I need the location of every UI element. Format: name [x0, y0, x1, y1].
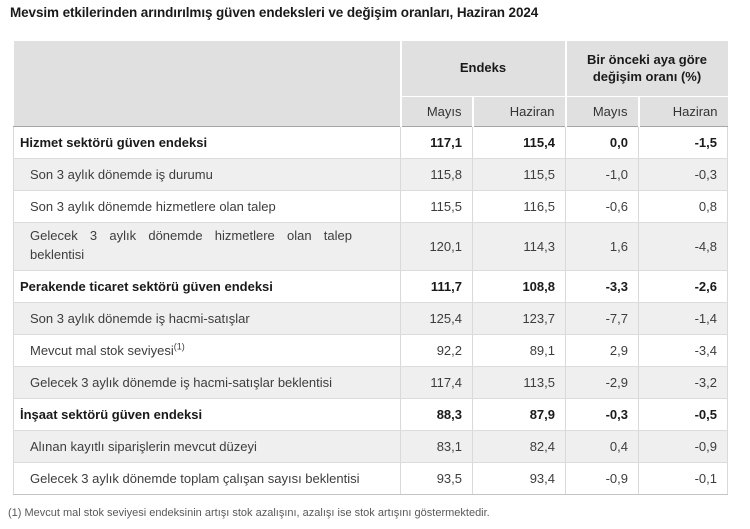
table-row-demand-services: Son 3 aylık dönemde hizmetlere olan tale…: [13, 190, 728, 223]
cell-value: -2,6: [638, 269, 728, 303]
table-row-demand-expectation: Gelecek 3 aylık dönemde hizmetlere olan …: [13, 222, 728, 271]
table-row-sales-expectation: Gelecek 3 aylık dönemde iş hacmi-satışla…: [13, 366, 728, 399]
page-title: Mevsim etkilerinden arındırılmış güven e…: [10, 5, 539, 20]
footnote-marker: (1): [173, 341, 185, 352]
cell-value: -7,7: [565, 302, 639, 335]
cell-value: 117,4: [400, 366, 473, 399]
header-group-endeks: Endeks: [399, 41, 566, 97]
header-change-haziran: Haziran: [637, 96, 728, 127]
table-row-employment-expectation: Gelecek 3 aylık dönemde toplam çalışan s…: [13, 462, 728, 495]
cell-value: -0,9: [565, 462, 639, 495]
row-label: Gelecek 3 aylık dönemde hizmetlere olan …: [13, 222, 401, 271]
cell-value: 120,1: [400, 222, 473, 271]
cell-value: 1,6: [565, 222, 639, 271]
cell-value: -2,9: [565, 366, 639, 399]
cell-value: -0,3: [638, 158, 728, 191]
confidence-index-table: Endeks Bir önceki aya göre değişim oranı…: [13, 41, 728, 495]
table-row-services-index: Hizmet sektörü güven endeksi 117,1 115,4…: [13, 126, 728, 159]
cell-value: -0,6: [565, 190, 639, 223]
cell-value: 115,8: [400, 158, 473, 191]
cell-value: 123,7: [472, 302, 566, 335]
table-body: Hizmet sektörü güven endeksi 117,1 115,4…: [13, 126, 728, 495]
cell-value: -1,0: [565, 158, 639, 191]
row-label-text: Mevcut mal stok seviyesi: [30, 342, 174, 358]
table-row-stock-level: Mevcut mal stok seviyesi(1) 92,2 89,1 2,…: [13, 334, 728, 367]
cell-value: 0,8: [638, 190, 728, 223]
cell-value: 88,3: [400, 397, 473, 431]
cell-value: -1,4: [638, 302, 728, 335]
row-label: Son 3 aylık dönemde iş hacmi-satışlar: [13, 302, 401, 335]
cell-value: -0,1: [638, 462, 728, 495]
header-group-change-rate: Bir önceki aya göre değişim oranı (%): [564, 41, 728, 97]
cell-value: 93,4: [472, 462, 566, 495]
cell-value: 116,5: [472, 190, 566, 223]
cell-value: 113,5: [472, 366, 566, 399]
header-corner-cell: [13, 41, 401, 127]
cell-value: 111,7: [400, 269, 473, 303]
cell-value: 114,3: [472, 222, 566, 271]
cell-value: -1,5: [638, 126, 728, 159]
cell-value: 115,4: [472, 126, 566, 159]
table-row-construction-index: İnşaat sektörü güven endeksi 88,3 87,9 -…: [13, 397, 728, 431]
cell-value: 0,4: [565, 430, 639, 463]
cell-value: 117,1: [400, 126, 473, 159]
header-endeks-haziran: Haziran: [471, 96, 566, 127]
row-label: Gelecek 3 aylık dönemde toplam çalışan s…: [13, 462, 401, 495]
row-label: Perakende ticaret sektörü güven endeksi: [13, 269, 401, 303]
cell-value: 83,1: [400, 430, 473, 463]
table-row-order-books: Alınan kayıtlı siparişlerin mevcut düzey…: [13, 430, 728, 463]
table-row-business-situation: Son 3 aylık dönemde iş durumu 115,8 115,…: [13, 158, 728, 191]
row-label: Alınan kayıtlı siparişlerin mevcut düzey…: [13, 430, 401, 463]
cell-value: -4,8: [638, 222, 728, 271]
cell-value: -0,9: [638, 430, 728, 463]
cell-value: 89,1: [472, 334, 566, 367]
cell-value: 115,5: [472, 158, 566, 191]
table-row-sales-volume: Son 3 aylık dönemde iş hacmi-satışlar 12…: [13, 302, 728, 335]
cell-value: 2,9: [565, 334, 639, 367]
cell-value: 125,4: [400, 302, 473, 335]
cell-value: 93,5: [400, 462, 473, 495]
cell-value: 92,2: [400, 334, 473, 367]
cell-value: 0,0: [565, 126, 639, 159]
cell-value: 115,5: [400, 190, 473, 223]
cell-value: -3,2: [638, 366, 728, 399]
cell-value: 108,8: [472, 269, 566, 303]
cell-value: -3,4: [638, 334, 728, 367]
row-label: İnşaat sektörü güven endeksi: [13, 397, 401, 431]
row-label: Son 3 aylık dönemde hizmetlere olan tale…: [13, 190, 401, 223]
row-label: Hizmet sektörü güven endeksi: [13, 126, 401, 159]
footnote: (1) Mevcut mal stok seviyesi endeksinin …: [8, 507, 490, 519]
cell-value: 87,9: [472, 397, 566, 431]
cell-value: -0,5: [638, 397, 728, 431]
row-label: Gelecek 3 aylık dönemde iş hacmi-satışla…: [13, 366, 401, 399]
header-month-row: Mayıs Haziran Mayıs Haziran: [14, 96, 728, 127]
row-label: Son 3 aylık dönemde iş durumu: [13, 158, 401, 191]
row-label: Mevcut mal stok seviyesi(1): [13, 334, 401, 367]
table-header: Endeks Bir önceki aya göre değişim oranı…: [13, 41, 728, 127]
header-group-row: Endeks Bir önceki aya göre değişim oranı…: [13, 41, 728, 127]
cell-value: -3,3: [565, 269, 639, 303]
cell-value: -0,3: [565, 397, 639, 431]
cell-value: 82,4: [472, 430, 566, 463]
header-change-mayis: Mayıs: [564, 96, 639, 127]
table-row-retail-index: Perakende ticaret sektörü güven endeksi …: [13, 269, 728, 303]
header-endeks-mayis: Mayıs: [399, 96, 473, 127]
